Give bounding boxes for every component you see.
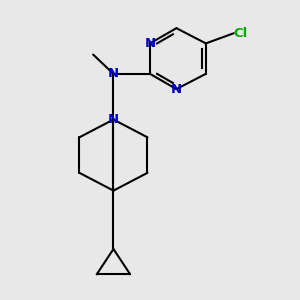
Text: Cl: Cl <box>233 27 247 40</box>
Text: N: N <box>108 68 119 80</box>
Text: N: N <box>144 37 156 50</box>
Text: N: N <box>108 113 119 126</box>
Text: N: N <box>171 82 182 96</box>
